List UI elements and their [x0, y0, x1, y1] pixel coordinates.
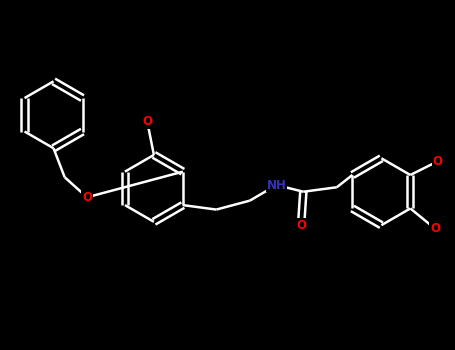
- Text: O: O: [432, 155, 442, 168]
- Text: O: O: [296, 219, 306, 232]
- Text: NH: NH: [267, 178, 287, 191]
- Text: O: O: [430, 222, 440, 235]
- Text: O: O: [82, 191, 92, 204]
- Text: O: O: [142, 115, 152, 128]
